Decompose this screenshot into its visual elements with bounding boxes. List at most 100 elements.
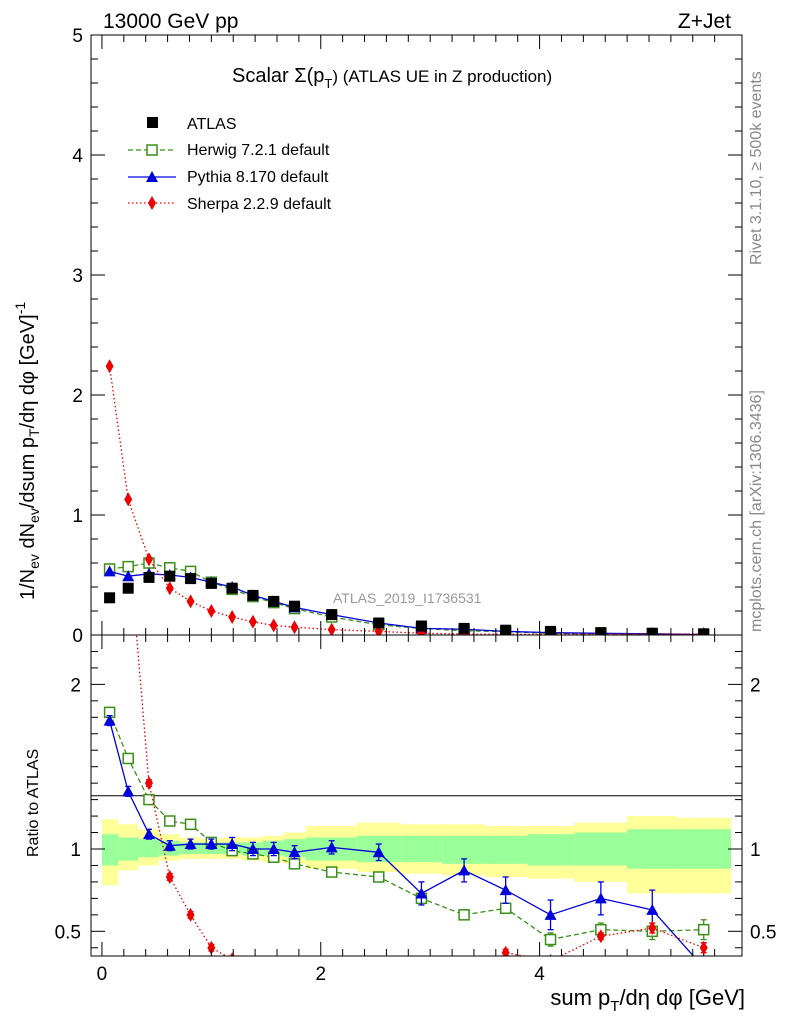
ratio-band-inner — [400, 835, 443, 863]
ratio-point-herwig — [697, 923, 710, 936]
ratio-band-inner — [527, 834, 575, 866]
legend-marker-sherpa — [148, 196, 156, 210]
ratio-point-sherpa — [291, 964, 299, 978]
legend-marker-atlas — [147, 117, 158, 128]
ratio-band-inner — [677, 829, 732, 869]
ratio-point-sherpa — [207, 940, 216, 955]
ratio-band-inner — [627, 829, 678, 869]
main-point-atlas — [289, 600, 301, 612]
main-point-atlas — [326, 609, 338, 621]
ratio-point-pythia — [163, 839, 176, 851]
main-point-sherpa — [186, 594, 195, 609]
main-ytick-label: 0 — [72, 626, 83, 647]
ratio-point-sherpa — [249, 957, 257, 971]
ratio-point-pythia — [142, 828, 155, 840]
ratio-band-inner — [574, 832, 628, 866]
main-point-atlas — [373, 617, 385, 629]
x-axis-label: sum pT/dη dφ [GeV] — [550, 985, 745, 1015]
ratio-point-sherpa — [417, 970, 425, 984]
main-point-atlas — [205, 577, 217, 589]
header-energy: 13000 GeV pp — [103, 10, 238, 33]
main-point-sherpa — [269, 618, 278, 633]
ratio-point-pythia — [122, 785, 135, 797]
ratio-point-sherpa — [460, 977, 468, 991]
ratio-ytick-label-right: 1 — [750, 840, 761, 861]
main-point-pythia — [103, 565, 116, 577]
main-point-sherpa — [144, 552, 153, 567]
legend: ATLAS Herwig 7.2.1 default Pythia 8.170 … — [128, 116, 332, 213]
ratio-point-pythia — [499, 884, 512, 896]
main-point-atlas — [268, 595, 280, 607]
ratio-point-sherpa — [270, 961, 278, 975]
ratio-point-herwig — [373, 871, 385, 883]
ratio-band-inner — [101, 834, 119, 866]
ratio-point-pythia — [267, 843, 280, 854]
main-ytick-label: 4 — [72, 146, 83, 167]
main-point-atlas — [595, 627, 607, 635]
legend-marker-herwig — [146, 144, 158, 156]
legend-label-pythia: Pythia 8.170 default — [187, 169, 329, 186]
ratio-point-sherpa — [230, 952, 235, 956]
main-ytick-label: 5 — [72, 26, 83, 47]
main-point-atlas — [185, 573, 197, 585]
axes-layer: 0 1 2 3 4 5 0 2 4 0.5 0.5 1 1 2 2 — [55, 26, 777, 985]
ratio-point-herwig — [288, 858, 301, 870]
legend-label-herwig: Herwig 7.2.1 default — [187, 142, 330, 159]
main-point-sherpa — [124, 492, 133, 507]
main-ytick-label: 2 — [72, 386, 83, 407]
main-ylabel: 1/Nev dNev/dsum pT/dη dφ [GeV]-1 — [12, 302, 42, 600]
ratio-point-sherpa — [144, 776, 153, 791]
main-point-atlas — [458, 622, 470, 634]
ratio-point-sherpa — [328, 965, 336, 979]
ratio-point-pythia — [205, 838, 218, 850]
main-ytick-label: 3 — [72, 266, 83, 287]
ratio-point-sherpa — [699, 940, 708, 955]
legend-label-atlas: ATLAS — [187, 116, 237, 133]
ratio-point-herwig — [184, 818, 197, 831]
ratio-xtick-label: 4 — [534, 964, 545, 985]
ratio-ytick-label-right: 2 — [750, 675, 761, 696]
main-point-atlas — [122, 582, 134, 594]
ratio-point-pythia — [458, 864, 471, 876]
main-point-atlas — [500, 624, 512, 635]
ratio-plot-frame — [90, 634, 743, 957]
ratio-point-pythia — [325, 841, 338, 853]
analysis-watermark: ATLAS_2019_I1736531 — [333, 590, 482, 606]
legend-marker-pythia — [146, 171, 158, 182]
main-point-sherpa — [165, 581, 174, 596]
ratio-point-sherpa — [596, 929, 605, 944]
ratio-point-pythia — [544, 908, 557, 920]
ratio-point-pythia — [103, 714, 116, 726]
rivet-label: Rivet 3.1.10, ≥ 500k events — [748, 71, 765, 265]
ratio-point-herwig — [143, 793, 155, 806]
ratio-ytick-label: 1 — [70, 840, 81, 861]
ratio-point-sherpa — [648, 921, 657, 936]
main-point-atlas — [646, 627, 658, 635]
main-point-sherpa — [105, 359, 114, 374]
ratio-point-pythia — [184, 838, 197, 850]
main-ytick-label: 1 — [72, 506, 83, 527]
main-point-sherpa — [207, 604, 216, 618]
main-point-atlas — [698, 628, 710, 635]
ratio-xtick-label: 0 — [97, 964, 108, 985]
ratio-point-pythia — [594, 892, 607, 904]
ratio-point-pythia — [288, 846, 301, 858]
ratio-xtick-label: 2 — [315, 964, 326, 985]
ratio-point-pythia — [226, 838, 239, 850]
ratio-point-sherpa — [186, 907, 195, 922]
ratio-point-sherpa — [375, 957, 383, 971]
main-point-atlas — [143, 571, 155, 583]
legend-label-sherpa: Sherpa 2.2.9 default — [187, 196, 332, 213]
main-series-layer — [103, 359, 710, 635]
ratio-point-sherpa — [501, 945, 510, 956]
ratio-band-inner — [138, 839, 159, 858]
ratio-ylabel: Ratio to ATLAS — [25, 749, 42, 857]
ratio-series-layer — [103, 635, 710, 991]
main-point-sherpa — [374, 624, 383, 635]
ratio-point-herwig — [122, 752, 134, 765]
ratio-point-pythia — [372, 846, 385, 858]
ratio-point-herwig — [499, 902, 512, 915]
ratio-point-sherpa — [549, 953, 552, 956]
ratio-point-herwig — [325, 866, 338, 878]
